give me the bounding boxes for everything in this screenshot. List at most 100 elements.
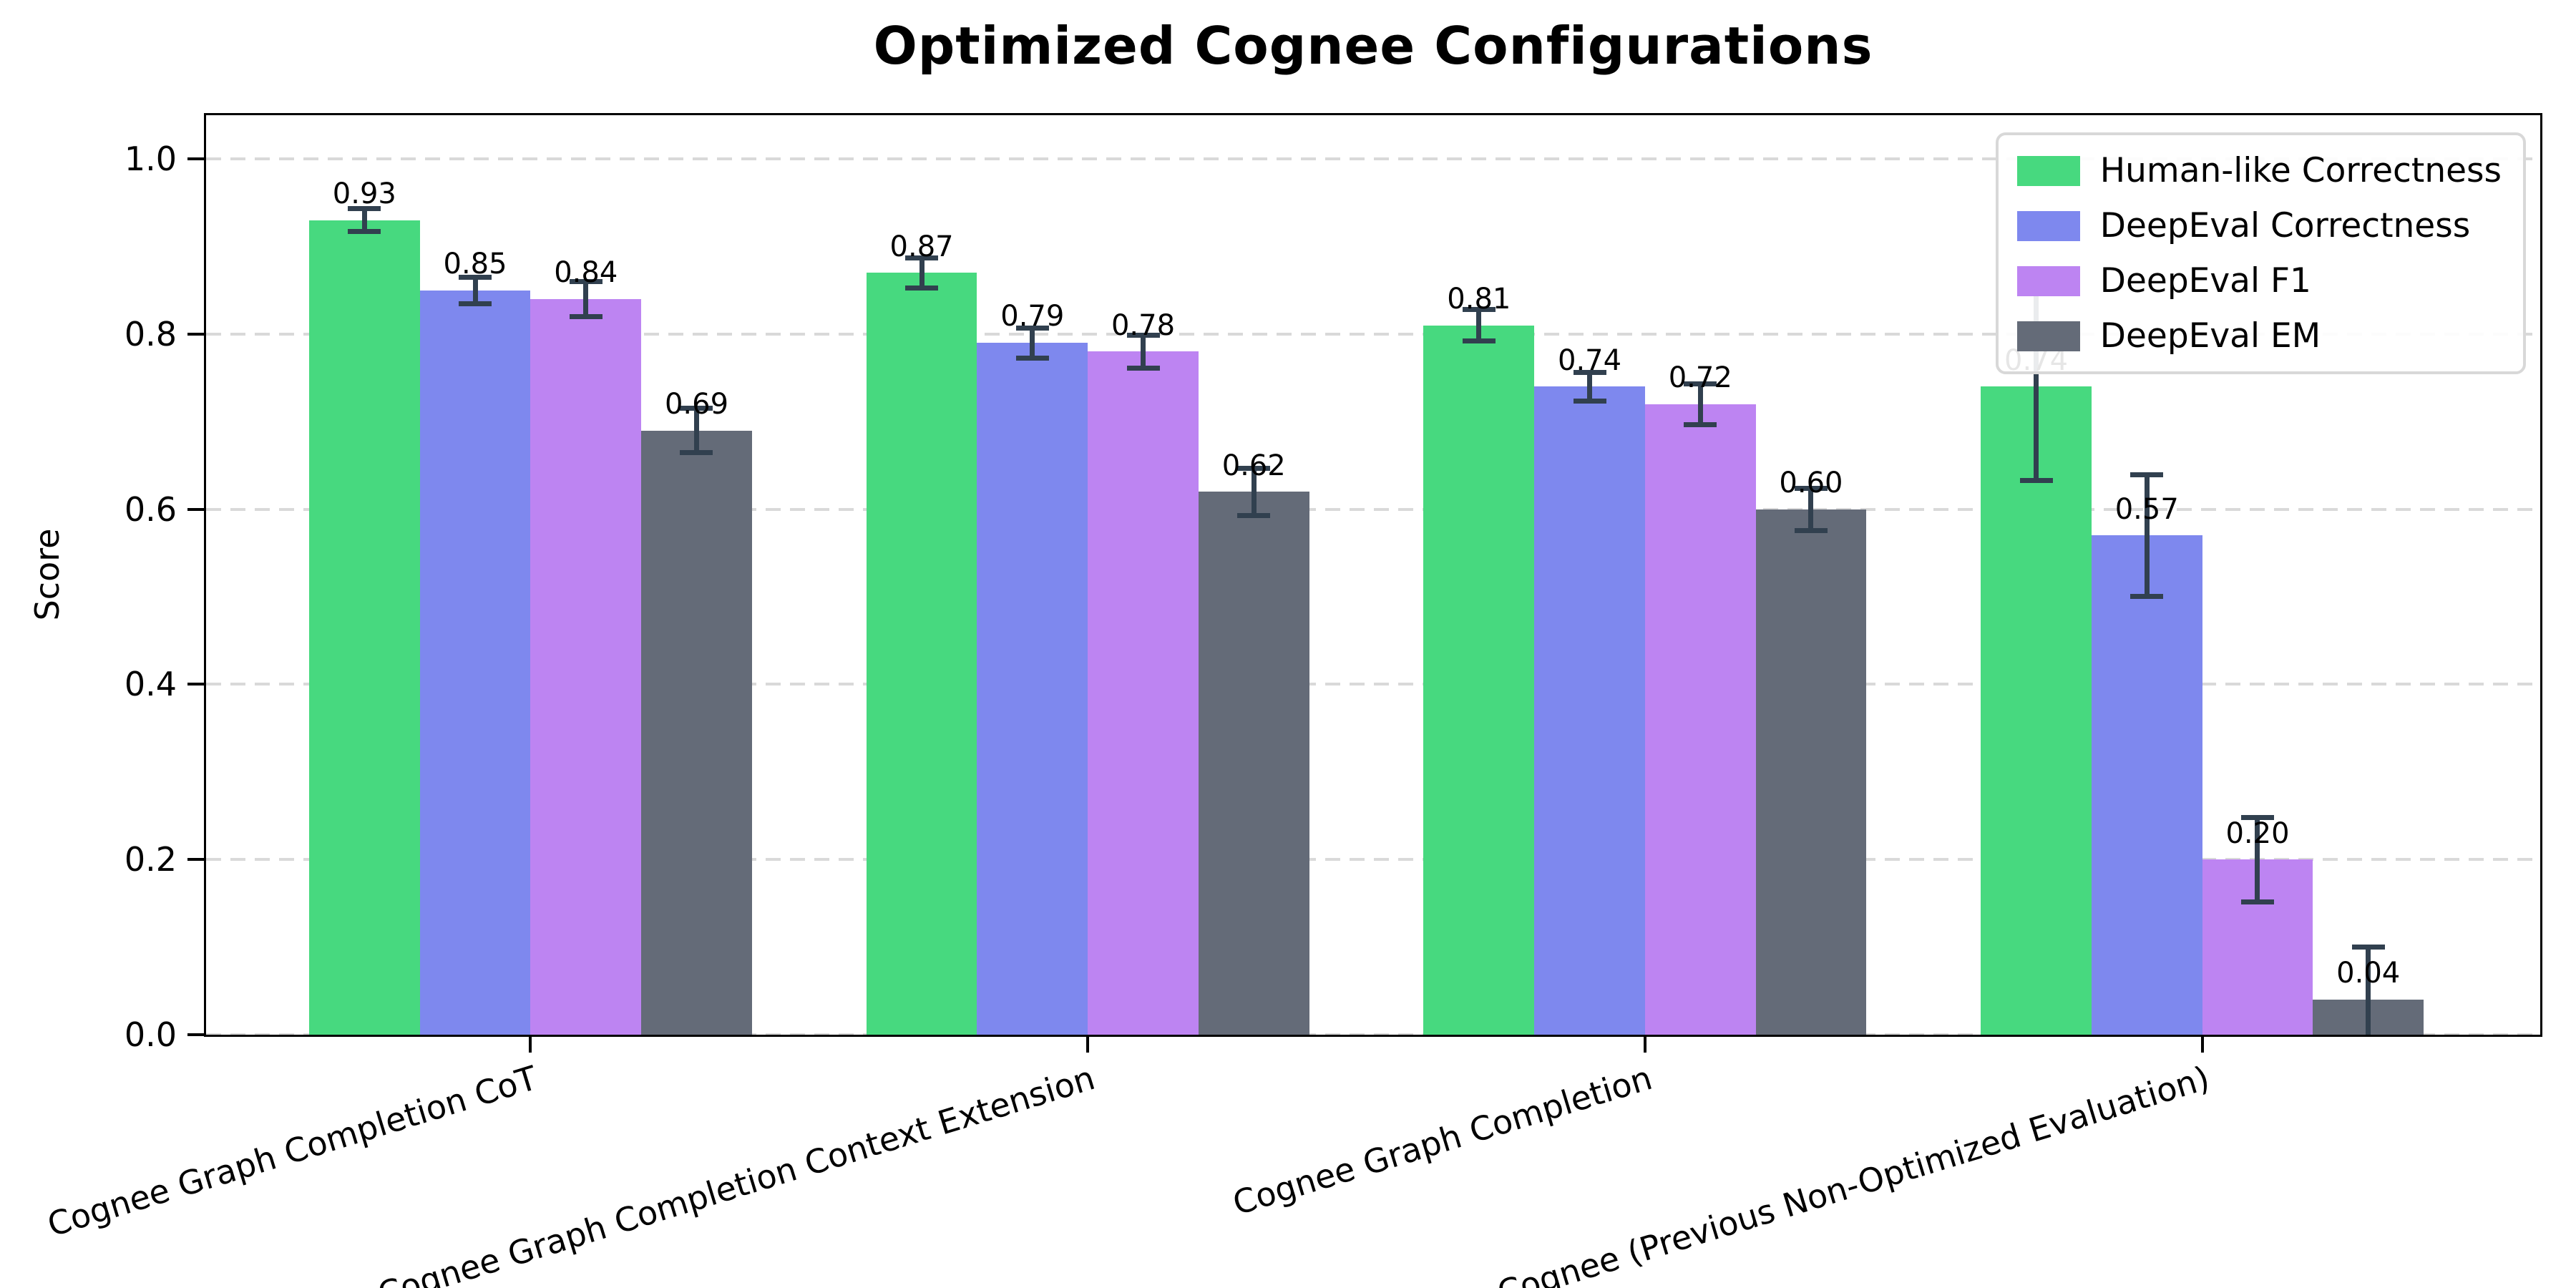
error-bar-cap-top: [680, 406, 713, 411]
bar-deepeval-correctness-group3: [1534, 386, 1645, 1035]
legend-item-deepeval-f1: DeepEval F1: [2016, 261, 2502, 301]
error-bar-cap-bottom: [569, 314, 602, 320]
y-axis-label: Score: [28, 528, 67, 621]
error-bar-cap-bottom: [1462, 338, 1496, 344]
plot-area: 0.930.870.810.740.850.790.740.570.840.78…: [204, 113, 2542, 1037]
error-bar-deepeval-f1-group2: [1126, 332, 1160, 371]
error-bar-cap-bottom: [1794, 527, 1828, 533]
value-label-deepeval-correctness-group1: 0.85: [443, 248, 507, 281]
value-label-deepeval-correctness-group4: 0.57: [2114, 492, 2179, 526]
value-label-deepeval-em-group2: 0.62: [1221, 449, 1286, 482]
gridline-0.6: [206, 507, 2540, 511]
error-bar-cap-top: [1462, 307, 1496, 312]
error-bar-stem: [1697, 381, 1703, 427]
error-bar-deepeval-f1-group4: [2240, 814, 2274, 904]
error-bar-cap-top: [1794, 485, 1828, 491]
error-bar-deepeval-correctness-group4: [2130, 472, 2164, 599]
error-bar-cap-bottom: [680, 449, 713, 455]
legend-item-deepeval-correctness: DeepEval Correctness: [2016, 206, 2502, 245]
legend-swatch-deepeval-f1: [2016, 265, 2080, 296]
error-bar-cap-bottom: [348, 229, 381, 235]
bar-human-like-correctness-group4: [1981, 386, 2092, 1035]
error-bar-cap-top: [1237, 465, 1271, 471]
gridline-0.4: [206, 683, 2540, 686]
error-bar-cap-bottom: [905, 285, 939, 291]
error-bar-cap-top: [1684, 381, 1717, 387]
error-bar-cap-bottom: [459, 301, 492, 306]
x-category-label-group3: Cognee Graph Completion: [1228, 1058, 1657, 1223]
error-bar-human-like-correctness-group2: [905, 255, 939, 291]
error-bar-cap-bottom: [1684, 421, 1717, 427]
error-bar-deepeval-em-group4: [2351, 944, 2385, 1035]
error-bar-deepeval-correctness-group3: [1573, 370, 1606, 404]
legend-label: DeepEval F1: [2099, 261, 2311, 301]
y-tick-label-0.2: 0.2: [124, 840, 177, 879]
y-tick-label-0.8: 0.8: [124, 314, 177, 353]
error-bar-cap-bottom: [2130, 593, 2164, 599]
value-label-human-like-correctness-group3: 0.81: [1447, 283, 1511, 316]
gridline-0.8: [206, 332, 2540, 336]
error-bar-cap-top: [1573, 370, 1606, 376]
error-bar-stem: [1587, 370, 1593, 404]
value-label-deepeval-f1-group1: 0.84: [554, 256, 618, 290]
bar-deepeval-em-group2: [1198, 492, 1309, 1035]
error-bar-stem: [583, 278, 589, 320]
error-bar-stem: [1141, 332, 1146, 371]
error-bar-deepeval-f1-group1: [569, 278, 602, 320]
error-bar-cap-top: [2240, 814, 2274, 820]
value-label-human-like-correctness-group1: 0.93: [332, 177, 396, 211]
value-label-deepeval-correctness-group3: 0.74: [1558, 343, 1622, 377]
y-tick-0.0: [187, 1033, 204, 1036]
error-bar-cap-bottom: [2240, 899, 2274, 904]
x-category-label-group1: Cognee Graph Completion CoT: [43, 1058, 542, 1244]
error-bar-cap-top: [2351, 944, 2385, 950]
error-bar-stem: [919, 255, 924, 291]
error-bar-human-like-correctness-group1: [348, 206, 381, 235]
legend-item-human-like-correctness: Human-like Correctness: [2016, 151, 2502, 190]
y-tick-1.0: [187, 157, 204, 161]
error-bar-stem: [1251, 465, 1257, 518]
legend-swatch-human-like-correctness: [2016, 155, 2080, 186]
y-tick-0.4: [187, 683, 204, 686]
error-bar-cap-top: [2130, 472, 2164, 478]
error-bar-deepeval-correctness-group1: [459, 274, 492, 306]
error-bar-cap-bottom: [1015, 355, 1049, 361]
value-label-deepeval-correctness-group2: 0.79: [1000, 300, 1065, 333]
bar-human-like-correctness-group2: [866, 273, 977, 1035]
value-label-deepeval-em-group3: 0.60: [1779, 467, 1843, 499]
legend-label: Human-like Correctness: [2099, 151, 2502, 190]
y-tick-label-0.6: 0.6: [124, 489, 177, 529]
error-bar-cap-top: [1015, 325, 1049, 331]
plot-canvas: 0.930.870.810.740.850.790.740.570.840.78…: [206, 115, 2540, 1035]
bar-deepeval-em-group3: [1755, 509, 1867, 1035]
error-bar-stem: [472, 274, 478, 306]
error-bar-stem: [1808, 485, 1814, 533]
gridline-0.2: [206, 858, 2540, 862]
error-bar-cap-top: [459, 274, 492, 280]
y-tick-label-0.0: 0.0: [124, 1015, 177, 1054]
error-bar-stem: [1030, 325, 1035, 361]
legend: Human-like Correctness DeepEval Correctn…: [1995, 132, 2526, 374]
error-bar-cap-bottom: [1126, 366, 1160, 371]
legend-swatch-deepeval-em: [2016, 321, 2080, 351]
error-bar-deepeval-f1-group3: [1684, 381, 1717, 427]
error-bar-cap-top: [905, 255, 939, 260]
gridline-0.0: [206, 1033, 2540, 1035]
error-bar-human-like-correctness-group3: [1462, 307, 1496, 344]
bar-deepeval-correctness-group1: [419, 290, 531, 1035]
bar-human-like-correctness-group1: [308, 220, 420, 1035]
error-bar-cap-bottom: [2019, 477, 2053, 483]
legend-label: DeepEval Correctness: [2099, 206, 2471, 245]
y-tick-0.8: [187, 332, 204, 336]
gridline-1.0: [206, 157, 2540, 161]
error-bar-deepeval-em-group2: [1237, 465, 1271, 518]
bar-deepeval-f1-group2: [1088, 351, 1199, 1035]
error-bar-stem: [2034, 290, 2039, 483]
bar-human-like-correctness-group3: [1423, 325, 1535, 1035]
value-label-deepeval-f1-group4: 0.20: [2225, 816, 2290, 850]
y-tick-label-0.4: 0.4: [124, 665, 177, 704]
bar-deepeval-correctness-group2: [977, 343, 1088, 1035]
bar-deepeval-correctness-group4: [2091, 535, 2202, 1035]
error-bar-stem: [361, 206, 367, 235]
